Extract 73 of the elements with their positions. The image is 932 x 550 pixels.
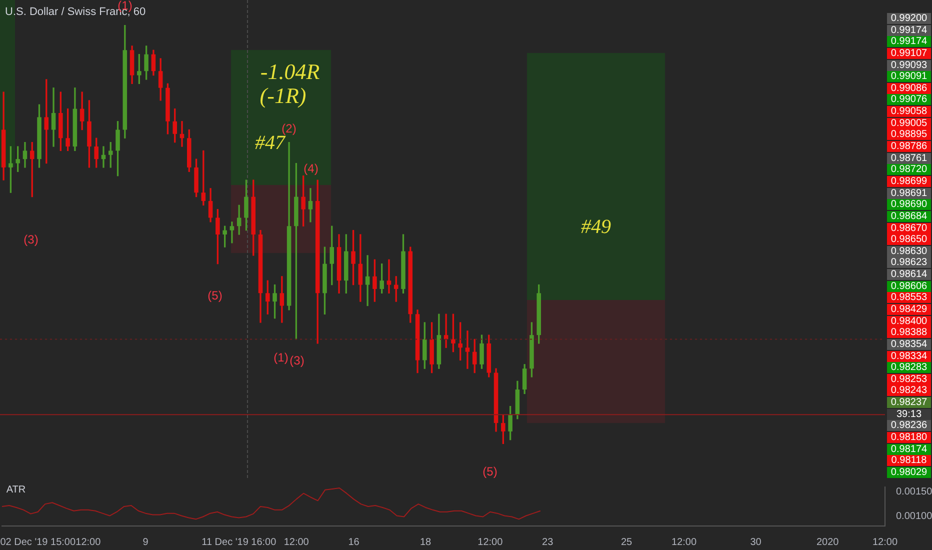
annotation: -1.04R bbox=[260, 58, 320, 84]
text: 0.98720 bbox=[887, 164, 931, 176]
text: 0.98691 bbox=[887, 188, 931, 199]
text: 0.98606 bbox=[887, 280, 931, 292]
x-tick-label: 12:00 bbox=[671, 536, 697, 548]
text: (5) bbox=[482, 464, 498, 479]
candlestick bbox=[308, 188, 313, 222]
text: 0.98895 bbox=[887, 129, 931, 140]
x-tick-label: 18 bbox=[420, 536, 432, 548]
annotation: (4) bbox=[304, 161, 318, 176]
text: 0.98690 bbox=[887, 199, 931, 210]
annotation: (-1R) bbox=[260, 82, 306, 108]
text: 0.98237 bbox=[887, 397, 931, 408]
y-tick-label: 0.00100 bbox=[896, 511, 932, 522]
x-tick-label: 9 bbox=[142, 536, 149, 548]
text: 0.98283 bbox=[887, 362, 931, 374]
text: 0.99091 bbox=[887, 71, 931, 82]
text: 0.98334 bbox=[887, 350, 931, 362]
annotation: #49 bbox=[581, 216, 611, 238]
candlestick bbox=[444, 314, 448, 348]
text: 0.98614 bbox=[887, 269, 931, 280]
x-tick-label: 2020 bbox=[816, 536, 840, 548]
annotation: (2) bbox=[282, 121, 296, 136]
text: 0.98699 bbox=[887, 176, 931, 187]
text: 0.98236 bbox=[887, 420, 931, 432]
annotation: (3) bbox=[290, 353, 304, 368]
x-tick-label: 23 bbox=[542, 536, 554, 548]
text: 0.98684 bbox=[887, 210, 931, 222]
text: 0.98029 bbox=[887, 466, 931, 478]
text: 0.98253 bbox=[887, 374, 931, 385]
x-tick-label: 12:00 bbox=[872, 536, 898, 548]
candlestick bbox=[465, 330, 470, 369]
text: 0.99093 bbox=[887, 60, 931, 71]
x-tick-label: 12:00 bbox=[284, 536, 310, 548]
text: 0.98388 bbox=[887, 327, 931, 338]
text: 0.99174 bbox=[887, 24, 931, 36]
text: 0.98400 bbox=[887, 316, 931, 327]
x-tick-label: 16 bbox=[348, 536, 360, 548]
text: 0.98786 bbox=[887, 141, 931, 152]
text: 0.99107 bbox=[887, 48, 931, 59]
x-tick-label: 02 Dec '19 15:00 bbox=[0, 536, 76, 548]
text: 0.98630 bbox=[887, 246, 931, 257]
x-tick-label: 11 Dec '19 16:00 bbox=[202, 536, 277, 548]
text: 0.98243 bbox=[887, 385, 931, 396]
annotation: ATR bbox=[6, 484, 26, 496]
text: 0.98180 bbox=[887, 432, 931, 444]
text: 0.99174 bbox=[887, 36, 931, 48]
x-tick-label: 12:00 bbox=[478, 536, 504, 548]
text: 0.98174 bbox=[887, 444, 931, 455]
candlestick bbox=[230, 222, 234, 244]
x-tick-label: 25 bbox=[621, 536, 633, 548]
annotation: (1) bbox=[274, 350, 288, 365]
text: 0.98650 bbox=[887, 234, 931, 246]
annotation: (5) bbox=[208, 288, 222, 303]
text: 0.98761 bbox=[887, 152, 931, 164]
candlestick bbox=[386, 259, 392, 294]
text: 0.98429 bbox=[887, 304, 931, 315]
text: 0.99076 bbox=[887, 94, 931, 106]
text: 0.99058 bbox=[887, 106, 931, 118]
text: 0.98670 bbox=[887, 222, 931, 234]
text: 0.99086 bbox=[887, 82, 931, 94]
text: 0.98553 bbox=[887, 292, 931, 304]
x-tick-label: 30 bbox=[750, 536, 762, 548]
text: 0.98118 bbox=[887, 455, 931, 466]
text: 0.98623 bbox=[887, 257, 931, 268]
candlestick bbox=[365, 255, 370, 306]
annotation: (3) bbox=[24, 232, 38, 247]
y-tick-label: 0.00150 bbox=[896, 486, 932, 498]
x-tick-label: 12:00 bbox=[76, 536, 102, 548]
text: 0.99005 bbox=[887, 118, 931, 129]
text: 0.98354 bbox=[887, 338, 931, 350]
text: 0.99200 bbox=[887, 13, 931, 24]
text: 39:13 bbox=[887, 408, 931, 420]
